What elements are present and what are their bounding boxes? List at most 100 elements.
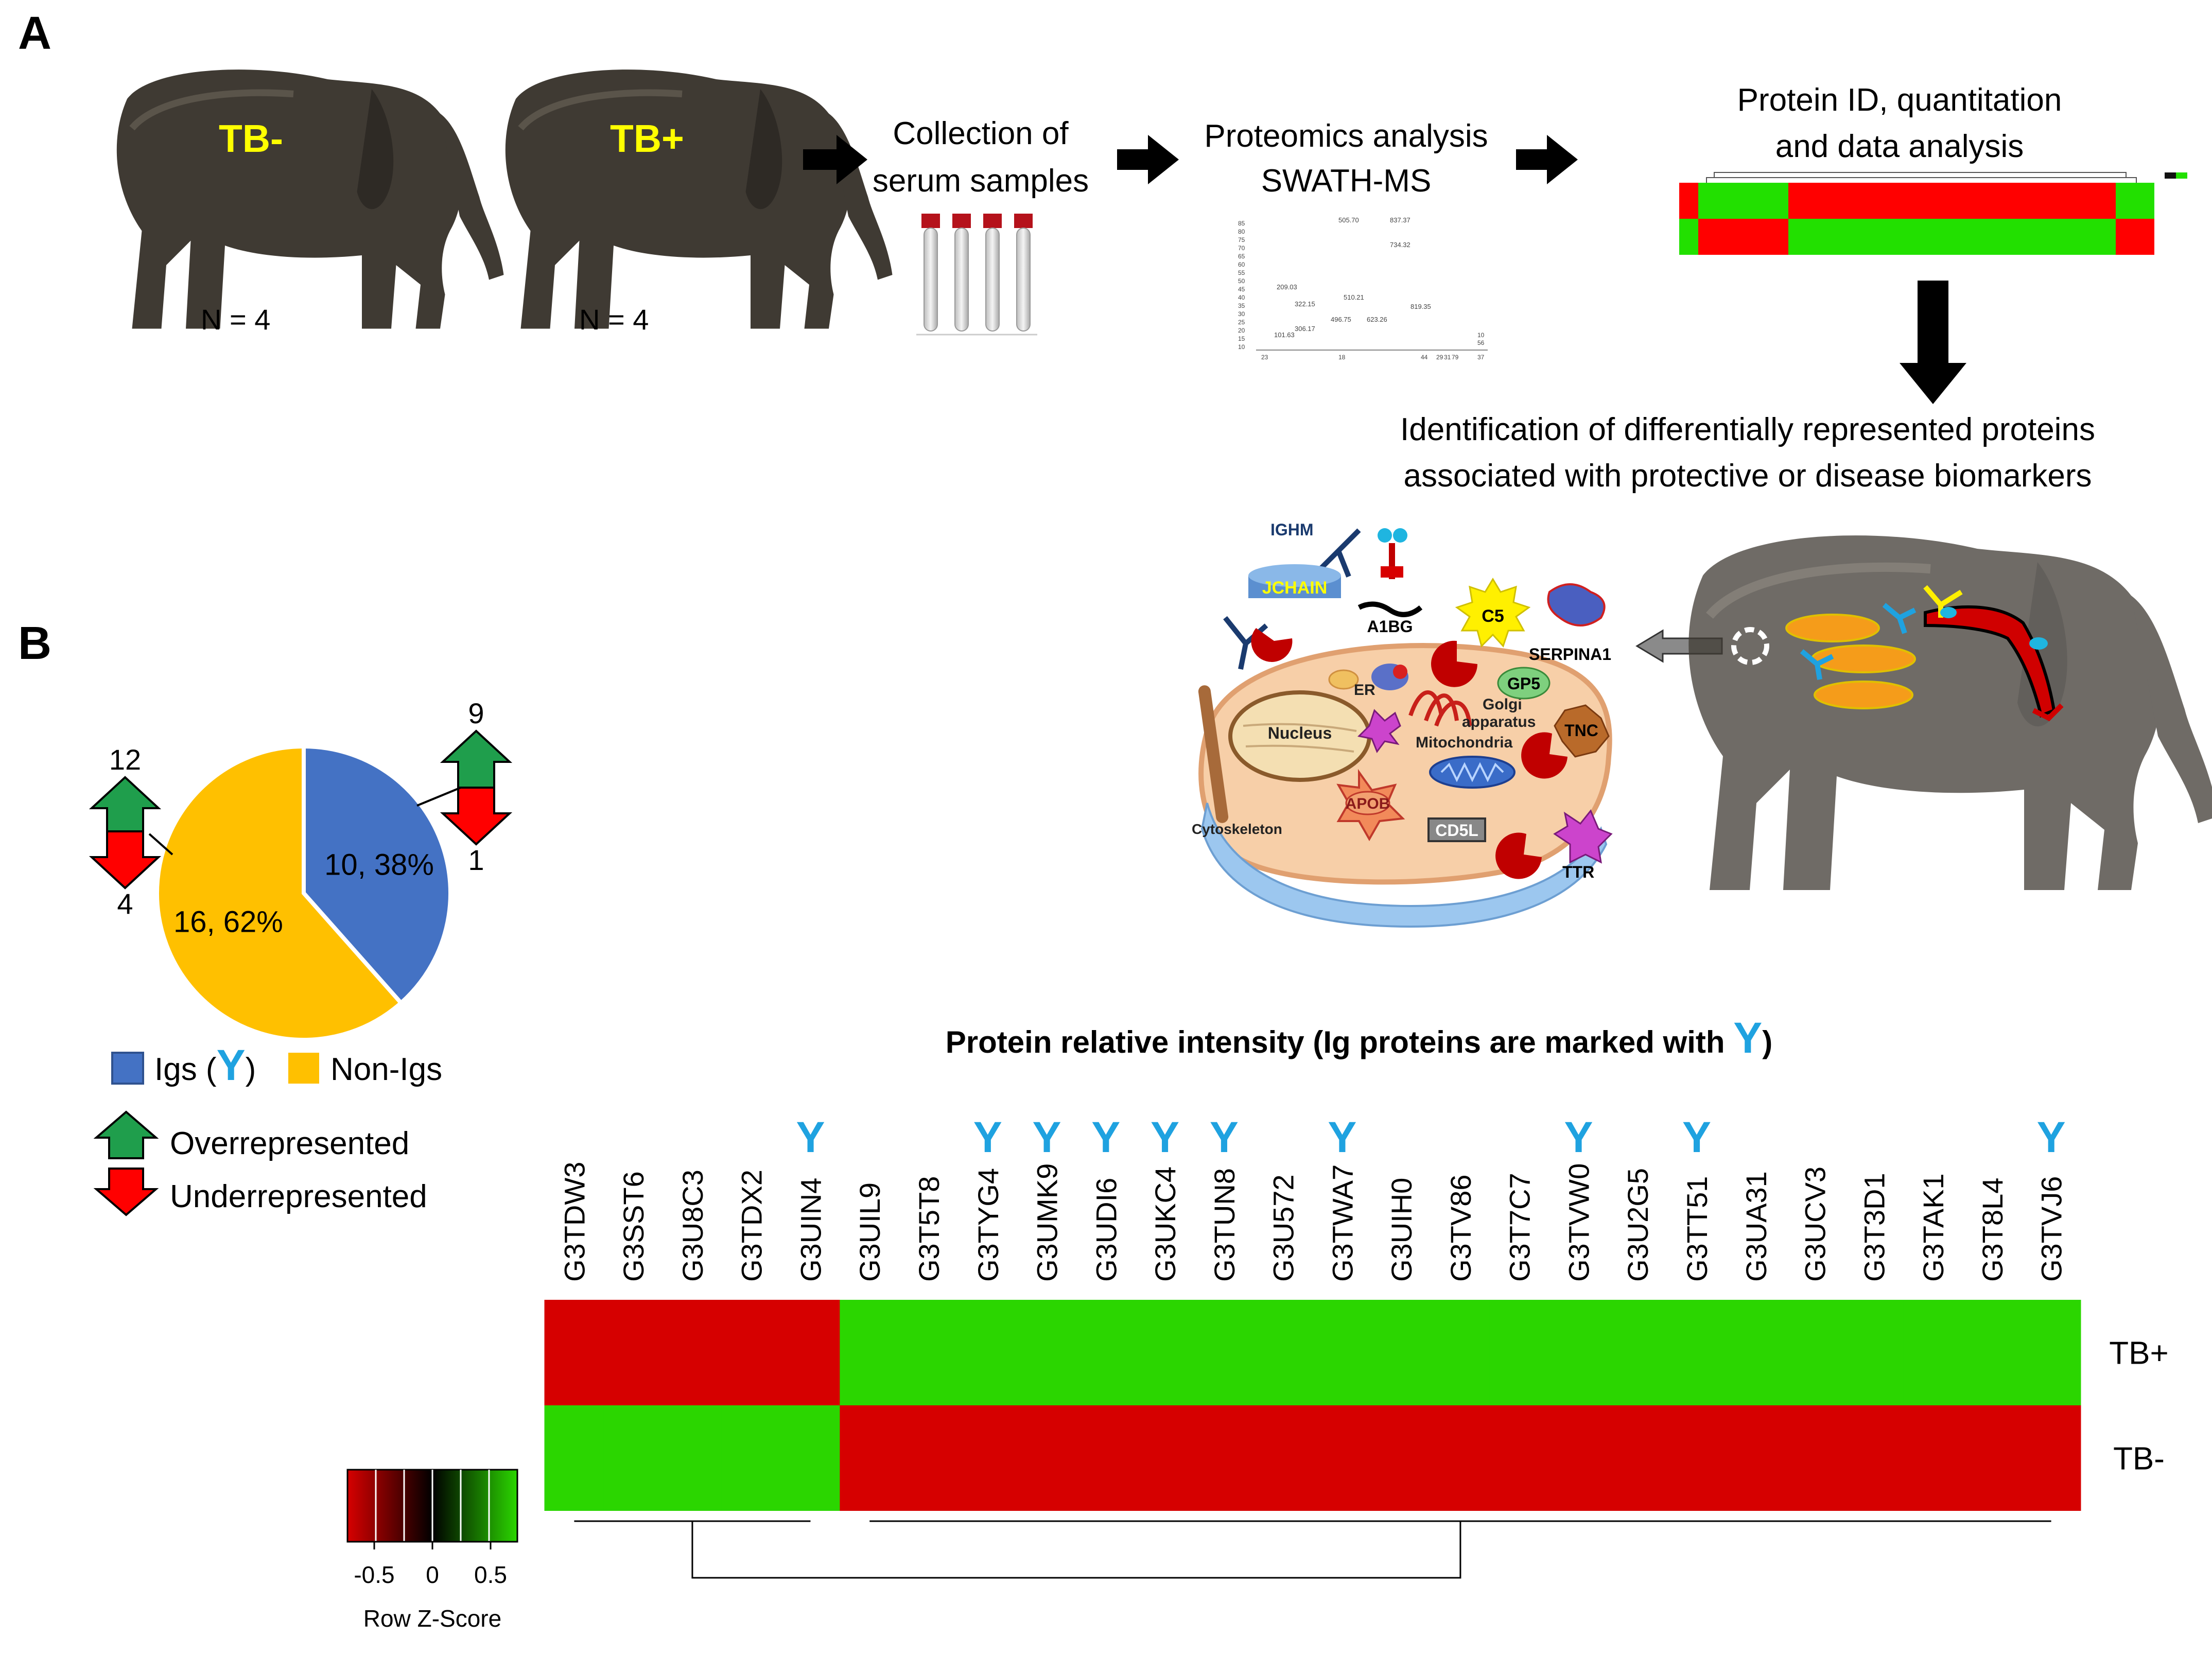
heatmap-cell [544, 1300, 604, 1405]
heatmap-cell [1194, 1300, 1254, 1405]
heatmap-column-label: G3TVW0 [1562, 1163, 1595, 1282]
heatmap-cell [957, 1300, 1018, 1405]
heatmap-cell [721, 1405, 781, 1511]
heatmap-cell [1017, 1405, 1077, 1511]
heatmap-column-label: G3T5T8 [913, 1176, 945, 1282]
c5-protein: C5 [1455, 578, 1531, 648]
heatmap-cell [721, 1300, 781, 1405]
heatmap-cell [1312, 1300, 1372, 1405]
heatmap-cell [1962, 1300, 2022, 1405]
spectrum-axis-tick: 56 [1477, 339, 1485, 346]
heatmap-column-label: G3TAK1 [1917, 1173, 1949, 1282]
step2-line2: SWATH-MS [1261, 163, 1432, 199]
spectrum-axis-tick: 65 [1238, 253, 1245, 260]
spectrum-axis-tick: 45 [1238, 286, 1245, 293]
gp5-label: GP5 [1507, 674, 1540, 693]
cell-diagram: Nucleus Cytoskeleton ER Golgi apparatus … [1192, 520, 1613, 928]
heatmap-column-label: G3UIL9 [854, 1182, 886, 1282]
spectrum-axis-tick: 23 [1261, 354, 1268, 361]
heatmap-cell [1608, 1405, 1668, 1511]
elephant-tb-negative: TB- N = 4 [117, 69, 504, 336]
heatmap-cell [1548, 1300, 1609, 1405]
spectrum-axis-tick: 35 [1238, 302, 1245, 309]
heatmap-cell [1785, 1405, 1845, 1511]
spectrum-axis-tick: 20 [1238, 327, 1245, 334]
ig-marker-icon: Y [1151, 1113, 1179, 1161]
spectrum-axis-tick: 37 [1477, 354, 1485, 361]
spectrum-axis-tick: 79 [1452, 354, 1459, 361]
spectrum-peak-label: 322.15 [1295, 300, 1315, 308]
arrow-right-icon [1516, 135, 1578, 184]
heatmap-column-label: G3UA31 [1740, 1171, 1772, 1282]
heatmap-column-label: G3UMK9 [1031, 1163, 1064, 1282]
heatmap-cell [1785, 1300, 1845, 1405]
arrow-down-icon [1900, 281, 1966, 404]
color-key-title: Row Z-Score [363, 1605, 501, 1632]
heatmap-column-label: G3T8L4 [1976, 1178, 2009, 1282]
igs-over-count: 9 [468, 697, 484, 729]
heatmap-column-label: G3U572 [1267, 1174, 1300, 1282]
heatmap-cell [1076, 1405, 1136, 1511]
spectrum-axis-tick: 10 [1238, 343, 1245, 351]
mitochondria-label: Mitochondria [1416, 734, 1513, 751]
mitochondrion [1429, 756, 1516, 789]
heatmap-cell [1253, 1405, 1313, 1511]
heatmap-cell [663, 1405, 722, 1511]
spectrum-peak-label: 510.21 [1344, 293, 1364, 301]
legend-nonigs-label: Non-Igs [330, 1052, 442, 1087]
elephant-tb-positive-label: TB+ [610, 117, 684, 160]
spectrum-peak-label: 209.03 [1277, 283, 1297, 291]
panel-a-letter: A [18, 8, 51, 59]
heatmap-cell [1489, 1405, 1549, 1511]
spectrum-axis-tick: 31 [1444, 354, 1451, 361]
heatmap-cell [2021, 1300, 2081, 1405]
apob-protein: APOB [1336, 769, 1405, 842]
down-arrow-icon [440, 787, 513, 846]
nonigs-under-count: 4 [117, 887, 133, 920]
pie-slice-label: 16, 62% [173, 905, 283, 939]
heatmap-cell [1667, 1300, 1727, 1405]
heatmap-title: Protein relative intensity (Ig proteins … [946, 1014, 1772, 1062]
heatmap: TB+TB-G3TDW3 G3SST6 G3U8C3 G3TDX2 G3UIN4YG3U… [544, 1113, 2169, 1579]
heatmap-cell [1431, 1300, 1490, 1405]
color-key: -0.5 0 0.5 Row Z-Score [346, 1469, 518, 1632]
heatmap-cell [1253, 1300, 1313, 1405]
heatmap-cell [1844, 1300, 1904, 1405]
spectrum-axis-tick: 10 [1477, 332, 1485, 339]
er-label: ER [1354, 682, 1375, 699]
golgi-label: Golgi [1483, 696, 1522, 713]
heatmap-cell [1135, 1405, 1195, 1511]
spectrum-axis-tick: 15 [1238, 335, 1245, 342]
tnc-protein: TNC [1554, 704, 1610, 758]
n-tb-positive: N = 4 [579, 303, 649, 336]
step-proteomics: Proteomics analysis SWATH-MS 85807570656… [1204, 118, 1488, 361]
heatmap-column-label: G3UIH0 [1385, 1178, 1418, 1282]
heatmap-column-label: G3TWA7 [1326, 1164, 1358, 1282]
step3-line1: Protein ID, quantitation [1737, 82, 2062, 118]
heatmap-column-label: G3TUN8 [1208, 1168, 1241, 1282]
color-key-tick-high: 0.5 [474, 1561, 507, 1588]
heatmap-cell [899, 1300, 959, 1405]
spectrum-axis-tick: 29 [1436, 354, 1443, 361]
spectrum-peak-label: 734.32 [1390, 241, 1410, 249]
igs-under-count: 1 [468, 844, 484, 876]
heatmap-column-label: G3SST6 [617, 1171, 650, 1282]
pie-slice-igs [302, 744, 452, 1006]
serpina1-label: SERPINA1 [1529, 645, 1611, 664]
heatmap-cell [1962, 1405, 2022, 1511]
spectrum-axis-tick: 44 [1421, 354, 1428, 361]
legend-under-label: Underrepresented [170, 1179, 427, 1214]
down-arrow-icon [89, 830, 162, 890]
spectrum-axis-tick: 40 [1238, 294, 1245, 301]
heatmap-column-label: G3UDI6 [1090, 1178, 1122, 1282]
spectrum-axis-tick: 80 [1238, 228, 1245, 235]
cd5l-label: CD5L [1435, 821, 1478, 840]
heatmap-cell [2021, 1405, 2081, 1511]
heatmap-cell [840, 1405, 900, 1511]
arrow-right-icon [803, 135, 867, 184]
heatmap-cell [1726, 1405, 1786, 1511]
gp5-protein: GP5 [1497, 667, 1551, 700]
heatmap-cell [1076, 1300, 1136, 1405]
heatmap-column-label: G3TDW3 [558, 1162, 590, 1282]
pie-slice-label: 10, 38% [324, 848, 434, 881]
